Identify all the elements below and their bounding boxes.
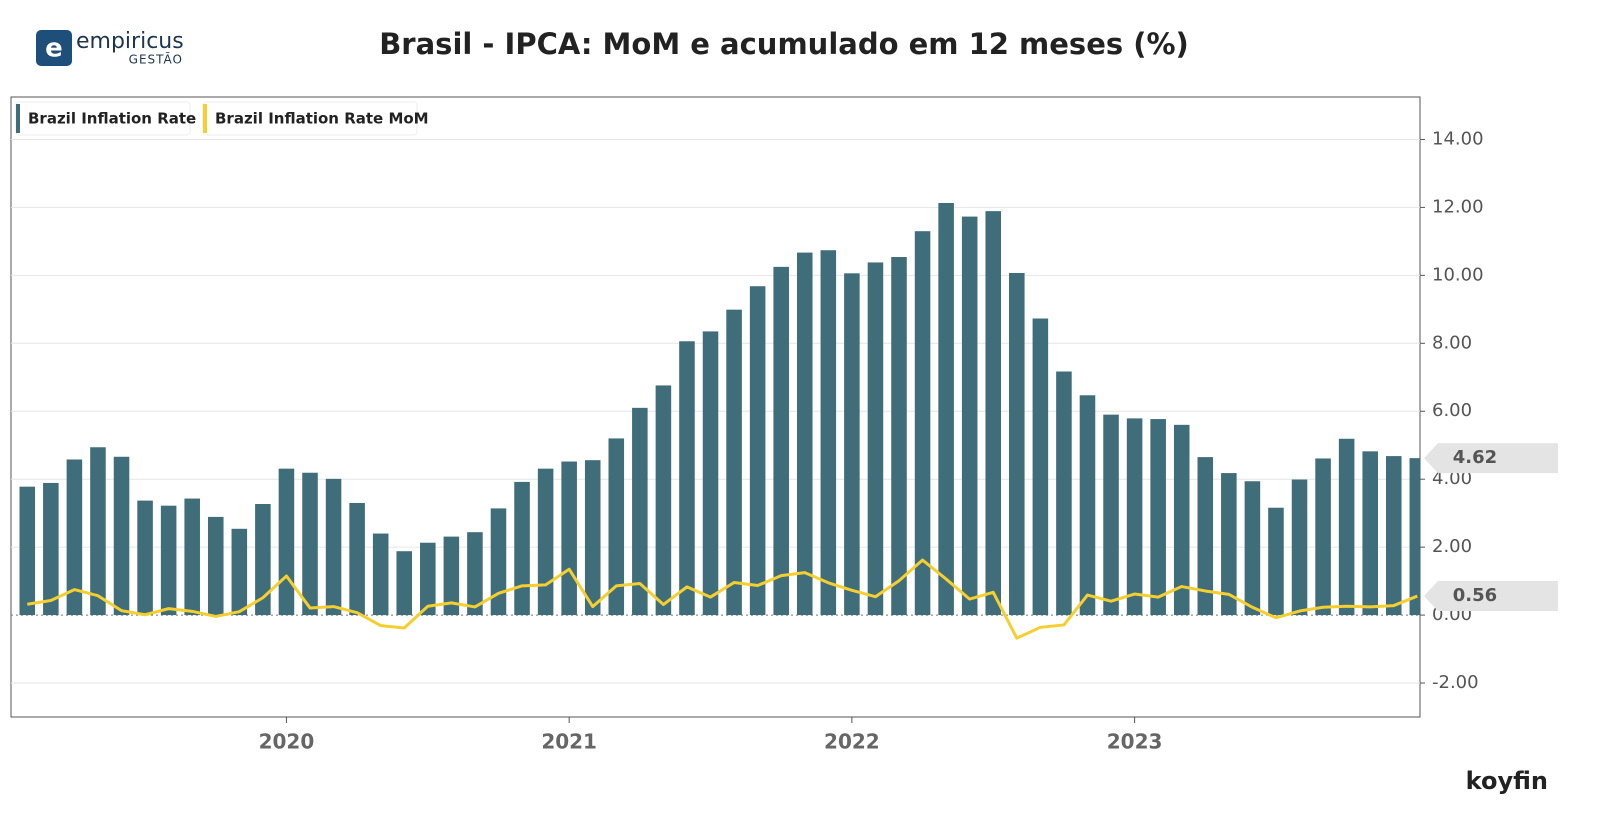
- y-tick-label: 4.00: [1432, 468, 1472, 489]
- last-value-label: 0.56: [1453, 585, 1497, 606]
- y-tick-label: 2.00: [1432, 536, 1472, 557]
- bar: [985, 211, 1002, 616]
- logo-glyph: e: [45, 34, 63, 64]
- bar: [773, 266, 789, 616]
- bar: [749, 286, 766, 616]
- legend-label: Brazil Inflation Rate MoM: [215, 110, 429, 128]
- y-tick-label: 14.00: [1432, 128, 1484, 149]
- bar: [1362, 451, 1378, 616]
- bar: [1056, 371, 1072, 616]
- bar: [891, 257, 907, 616]
- bar: [608, 438, 625, 616]
- logo-icon: [36, 30, 72, 66]
- bar: [349, 502, 365, 616]
- bar: [655, 385, 672, 616]
- bar: [1150, 419, 1166, 616]
- y-tick-label: 8.00: [1432, 332, 1472, 353]
- logo-sub: GESTÃO: [129, 52, 183, 67]
- bar: [1079, 395, 1096, 616]
- y-tick-label: 10.00: [1432, 264, 1484, 285]
- x-tick-label: 2023: [1107, 730, 1163, 754]
- y-tick-label: 12.00: [1432, 196, 1484, 217]
- bar: [66, 459, 83, 616]
- bar: [443, 536, 460, 616]
- legend-label: Brazil Inflation Rate: [28, 110, 196, 128]
- plot: [11, 138, 1420, 684]
- bar: [1197, 457, 1214, 616]
- bar: [1103, 414, 1119, 616]
- bar: [19, 486, 36, 616]
- last-value-badge: [1424, 581, 1558, 612]
- bar: [396, 551, 413, 616]
- bar: [914, 231, 931, 616]
- bar: [702, 331, 719, 616]
- plot-frame: [10, 96, 1421, 718]
- bar: [867, 262, 884, 616]
- bar: [632, 407, 648, 616]
- x-tick-label: 2022: [824, 730, 880, 754]
- bar: [561, 461, 577, 616]
- bar: [514, 481, 530, 616]
- bar: [302, 472, 318, 616]
- bar: [325, 478, 342, 616]
- bar: [961, 216, 978, 616]
- bar: [679, 341, 695, 616]
- logo-name: empiricus: [76, 29, 184, 54]
- bar: [137, 500, 153, 616]
- bar: [231, 528, 248, 616]
- bar: [726, 309, 742, 616]
- bar: [207, 516, 224, 616]
- bar: [1291, 479, 1308, 616]
- last-value-badge: [1424, 443, 1558, 474]
- bar: [1126, 418, 1143, 616]
- legend-swatch: [203, 104, 207, 133]
- legend-swatch: [16, 104, 20, 133]
- bar: [184, 498, 200, 616]
- bar: [467, 532, 483, 616]
- bar: [1409, 458, 1420, 616]
- bar: [537, 468, 554, 616]
- bar: [796, 252, 813, 616]
- x-tick-label: 2021: [541, 730, 597, 754]
- source-logo: koyfin: [1466, 767, 1548, 795]
- y-tick-label: 6.00: [1432, 400, 1472, 421]
- bar: [1385, 456, 1402, 616]
- bar: [1221, 473, 1237, 616]
- line: [27, 558, 1418, 640]
- bar: [113, 456, 130, 616]
- bar: [844, 273, 860, 616]
- bar: [820, 250, 837, 616]
- bar: [43, 482, 59, 616]
- last-value-label: 4.62: [1453, 447, 1497, 468]
- bar: [584, 460, 601, 616]
- x-tick-label: 2020: [259, 730, 315, 754]
- bar: [490, 508, 507, 616]
- y-tick-label: -2.00: [1432, 672, 1479, 693]
- bar: [278, 468, 295, 616]
- bar: [1032, 318, 1049, 616]
- bar: [160, 505, 177, 616]
- bar: [1338, 438, 1355, 616]
- bar: [1009, 272, 1025, 616]
- bar: [1173, 424, 1190, 616]
- bar: [1268, 507, 1284, 616]
- bar: [372, 533, 389, 616]
- bar: [255, 503, 271, 616]
- bar: [1244, 481, 1261, 616]
- bar: [420, 542, 436, 616]
- bar: [1315, 458, 1331, 616]
- bar: [90, 447, 106, 616]
- chart-title: Brasil - IPCA: MoM e acumulado em 12 mes…: [379, 27, 1189, 61]
- bar: [938, 202, 954, 616]
